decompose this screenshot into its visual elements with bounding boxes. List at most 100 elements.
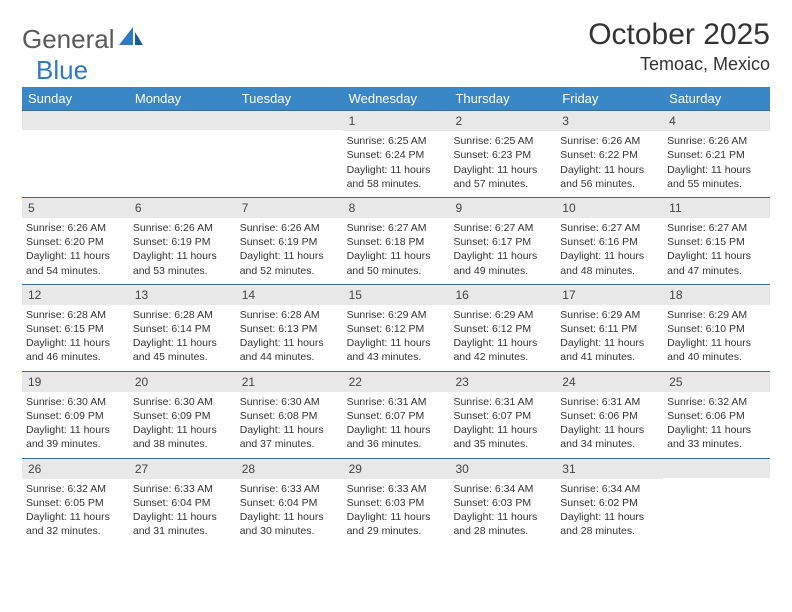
day-number	[22, 111, 129, 130]
daylight-text-1: Daylight: 11 hours	[133, 249, 232, 263]
day-number: 16	[449, 285, 556, 305]
daylight-text-2: and 33 minutes.	[667, 437, 766, 451]
day-number: 3	[556, 111, 663, 131]
day-cell: 26Sunrise: 6:32 AMSunset: 6:05 PMDayligh…	[22, 459, 129, 545]
sunrise-text: Sunrise: 6:31 AM	[347, 395, 446, 409]
daylight-text-2: and 46 minutes.	[26, 350, 125, 364]
day-number: 9	[449, 198, 556, 218]
day-cell: 4Sunrise: 6:26 AMSunset: 6:21 PMDaylight…	[663, 111, 770, 197]
day-cell: 3 Sunrise: 6:26 AMSunset: 6:22 PMDaylight…	[556, 111, 663, 197]
sunrise-text: Sunrise: 6:29 AM	[347, 308, 446, 322]
sunrise-text: Sunrise: 6:25 AM	[347, 134, 446, 148]
day-number: 5	[22, 198, 129, 218]
day-cell: 29Sunrise: 6:33 AMSunset: 6:03 PMDayligh…	[343, 459, 450, 545]
daylight-text-2: and 39 minutes.	[26, 437, 125, 451]
day-number: 12	[22, 285, 129, 305]
sunset-text: Sunset: 6:03 PM	[347, 496, 446, 510]
day-cell: 6Sunrise: 6:26 AMSunset: 6:19 PMDaylight…	[129, 198, 236, 284]
daylight-text-1: Daylight: 11 hours	[667, 423, 766, 437]
day-number	[129, 111, 236, 130]
daylight-text-2: and 37 minutes.	[240, 437, 339, 451]
sunset-text: Sunset: 6:18 PM	[347, 235, 446, 249]
daylight-text-2: and 50 minutes.	[347, 264, 446, 278]
daylight-text-2: and 44 minutes.	[240, 350, 339, 364]
day-number: 2	[449, 111, 556, 131]
sunset-text: Sunset: 6:04 PM	[133, 496, 232, 510]
sunset-text: Sunset: 6:17 PM	[453, 235, 552, 249]
daylight-text-1: Daylight: 11 hours	[133, 423, 232, 437]
sunset-text: Sunset: 6:02 PM	[560, 496, 659, 510]
daylight-text-1: Daylight: 11 hours	[26, 336, 125, 350]
daylight-text-1: Daylight: 11 hours	[560, 336, 659, 350]
daylight-text-1: Daylight: 11 hours	[560, 510, 659, 524]
sunset-text: Sunset: 6:20 PM	[26, 235, 125, 249]
logo-text-blue: Blue	[36, 55, 88, 86]
daylight-text-2: and 42 minutes.	[453, 350, 552, 364]
sunset-text: Sunset: 6:15 PM	[667, 235, 766, 249]
daylight-text-1: Daylight: 11 hours	[240, 336, 339, 350]
daylight-text-1: Daylight: 11 hours	[347, 249, 446, 263]
daylight-text-1: Daylight: 11 hours	[560, 249, 659, 263]
day-header: Wednesday	[343, 87, 450, 110]
sunset-text: Sunset: 6:09 PM	[26, 409, 125, 423]
daylight-text-1: Daylight: 11 hours	[240, 249, 339, 263]
day-number	[236, 111, 343, 130]
sunset-text: Sunset: 6:24 PM	[347, 148, 446, 162]
daylight-text-1: Daylight: 11 hours	[453, 163, 552, 177]
day-number: 11	[663, 198, 770, 218]
day-cell: 5Sunrise: 6:26 AMSunset: 6:20 PMDaylight…	[22, 198, 129, 284]
day-number: 18	[663, 285, 770, 305]
sunset-text: Sunset: 6:16 PM	[560, 235, 659, 249]
day-number: 10	[556, 198, 663, 218]
day-number: 17	[556, 285, 663, 305]
day-number: 1	[343, 111, 450, 131]
sunrise-text: Sunrise: 6:26 AM	[240, 221, 339, 235]
sunrise-text: Sunrise: 6:30 AM	[26, 395, 125, 409]
sunset-text: Sunset: 6:09 PM	[133, 409, 232, 423]
sunset-text: Sunset: 6:14 PM	[133, 322, 232, 336]
daylight-text-2: and 48 minutes.	[560, 264, 659, 278]
sunrise-text: Sunrise: 6:30 AM	[133, 395, 232, 409]
day-cell	[663, 459, 770, 545]
daylight-text-2: and 34 minutes.	[560, 437, 659, 451]
day-number: 27	[129, 459, 236, 479]
day-header: Tuesday	[236, 87, 343, 110]
daylight-text-2: and 58 minutes.	[347, 177, 446, 191]
daylight-text-1: Daylight: 11 hours	[560, 423, 659, 437]
daylight-text-1: Daylight: 11 hours	[240, 423, 339, 437]
sunset-text: Sunset: 6:07 PM	[347, 409, 446, 423]
day-number: 6	[129, 198, 236, 218]
daylight-text-2: and 55 minutes.	[667, 177, 766, 191]
day-number: 4	[663, 111, 770, 131]
sunset-text: Sunset: 6:10 PM	[667, 322, 766, 336]
sunset-text: Sunset: 6:07 PM	[453, 409, 552, 423]
daylight-text-2: and 54 minutes.	[26, 264, 125, 278]
day-cell: 18Sunrise: 6:29 AMSunset: 6:10 PMDayligh…	[663, 285, 770, 371]
month-title: October 2025	[588, 18, 770, 52]
sunset-text: Sunset: 6:11 PM	[560, 322, 659, 336]
week-row: 19Sunrise: 6:30 AMSunset: 6:09 PMDayligh…	[22, 371, 770, 458]
daylight-text-1: Daylight: 11 hours	[347, 336, 446, 350]
daylight-text-1: Daylight: 11 hours	[26, 249, 125, 263]
logo-sail-icon	[119, 27, 143, 52]
daylight-text-2: and 41 minutes.	[560, 350, 659, 364]
logo: General	[22, 18, 144, 55]
sunrise-text: Sunrise: 6:30 AM	[240, 395, 339, 409]
sunrise-text: Sunrise: 6:34 AM	[453, 482, 552, 496]
day-number: 30	[449, 459, 556, 479]
sunrise-text: Sunrise: 6:26 AM	[560, 134, 659, 148]
day-cell: 8Sunrise: 6:27 AMSunset: 6:18 PMDaylight…	[343, 198, 450, 284]
week-row: 26Sunrise: 6:32 AMSunset: 6:05 PMDayligh…	[22, 458, 770, 545]
sunset-text: Sunset: 6:22 PM	[560, 148, 659, 162]
daylight-text-2: and 47 minutes.	[667, 264, 766, 278]
day-number: 21	[236, 372, 343, 392]
logo-text-general: General	[22, 24, 115, 55]
location: Temoac, Mexico	[588, 54, 770, 75]
daylight-text-1: Daylight: 11 hours	[453, 510, 552, 524]
week-row: 1 Sunrise: 6:25 AMSunset: 6:24 PM Daylight…	[22, 110, 770, 197]
daylight-text-1: Daylight: 11 hours	[560, 163, 659, 177]
sunset-text: Sunset: 6:08 PM	[240, 409, 339, 423]
day-number: 8	[343, 198, 450, 218]
sunset-text: Sunset: 6:03 PM	[453, 496, 552, 510]
day-cell: 17Sunrise: 6:29 AMSunset: 6:11 PMDayligh…	[556, 285, 663, 371]
